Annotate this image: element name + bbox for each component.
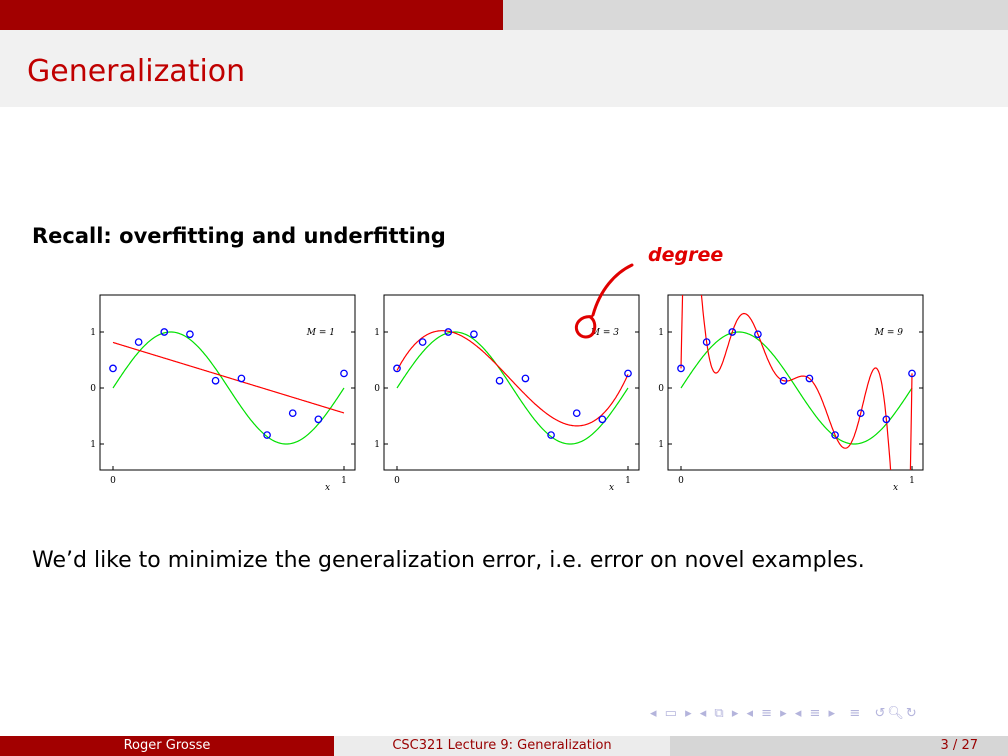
y-tick-label: −1 <box>374 440 380 450</box>
y-tick-label: −1 <box>658 440 664 450</box>
data-point <box>805 374 814 383</box>
progress-bar-filled <box>0 0 503 30</box>
fitted-curve <box>396 330 629 427</box>
data-point <box>470 330 478 339</box>
data-point <box>186 330 194 339</box>
y-tick-label: 0 <box>658 384 664 394</box>
model-order-label: M = 1 <box>306 328 335 338</box>
data-point <box>728 328 737 336</box>
data-point <box>624 369 632 378</box>
data-point <box>160 328 169 336</box>
data-point <box>856 409 865 418</box>
data-point <box>572 409 581 418</box>
x-tick-label: 0 <box>678 476 684 486</box>
y-tick-label: −1 <box>90 440 96 450</box>
plot-svg: 10−101xtM = 3 <box>367 294 640 493</box>
x-tick-label: 1 <box>341 476 347 486</box>
plot-svg: 10−101xtM = 9 <box>651 294 924 493</box>
x-tick-label: 1 <box>909 476 915 486</box>
data-point <box>134 338 143 346</box>
annotation-stroke <box>591 263 634 317</box>
plot-m9: 10−101xtM = 9 <box>651 290 933 500</box>
data-point <box>677 364 685 373</box>
slide-title: Generalization <box>27 54 246 89</box>
frame-nav-icon[interactable]: ◂ ▭ ▸ <box>650 706 694 721</box>
y-tick-label: 0 <box>90 384 96 394</box>
fitted-curve <box>680 295 913 470</box>
annotation-text: degree <box>648 244 723 266</box>
model-order-label: M = 9 <box>874 328 903 338</box>
plot-frame <box>99 294 356 471</box>
x-axis-label: x <box>893 483 898 493</box>
plot-svg: 10−101xtM = 1 <box>83 294 356 493</box>
data-point <box>521 374 530 383</box>
handwritten-annotation: degree <box>574 244 723 339</box>
plot-m1: 10−101xtM = 1 <box>83 290 365 500</box>
data-point <box>547 431 555 439</box>
x-tick-label: 0 <box>110 476 116 486</box>
plot-frame <box>667 294 924 471</box>
outline-nav-icon[interactable]: ◂ ≡ ▸ <box>794 706 838 721</box>
subsection-nav-icon[interactable]: ◂ ⧉ ▸ <box>699 706 741 721</box>
data-point <box>211 376 220 385</box>
x-axis-label: x <box>609 483 614 493</box>
search-icon[interactable]: ↺🔍︎↻ <box>874 706 919 721</box>
annotation-circle <box>574 315 597 339</box>
true-curve <box>396 331 629 445</box>
toc-icon[interactable]: ≡ <box>843 706 869 721</box>
data-point <box>598 415 607 424</box>
data-point <box>831 431 839 439</box>
y-tick-label: 0 <box>374 384 380 394</box>
plot-m3: 10−101xtM = 3 <box>367 290 649 500</box>
data-point <box>754 330 762 339</box>
fitted-curve <box>112 341 345 414</box>
data-point <box>109 364 117 373</box>
true-curve <box>680 331 913 445</box>
data-point <box>237 374 246 383</box>
section-nav-icon[interactable]: ◂ ≡ ▸ <box>746 706 789 721</box>
plot-frame <box>383 294 640 471</box>
data-point <box>779 376 788 385</box>
data-point <box>393 364 401 373</box>
data-point <box>263 431 271 439</box>
true-curve <box>112 331 345 445</box>
data-point <box>908 369 916 378</box>
slide-heading: Recall: overfitting and underfitting <box>32 224 446 248</box>
data-point <box>288 409 297 418</box>
data-point <box>882 415 891 424</box>
footer-course: CSC321 Lecture 9: Generalization <box>334 736 670 756</box>
data-point <box>340 369 348 378</box>
data-point <box>418 338 427 346</box>
body-text: We’d like to minimize the generalization… <box>32 548 865 573</box>
data-point <box>444 328 453 336</box>
title-bar <box>0 30 1008 107</box>
data-point <box>495 376 504 385</box>
progress-bar-empty <box>503 0 1008 30</box>
footer-page: 3 / 27 <box>670 736 1008 756</box>
beamer-navigation[interactable]: ◂ ▭ ▸ ◂ ⧉ ▸ ◂ ≡ ▸ ◂ ≡ ▸ ≡ ↺🔍︎↻ <box>650 706 919 721</box>
y-tick-label: 1 <box>374 328 380 338</box>
x-axis-label: x <box>325 483 330 493</box>
x-tick-label: 1 <box>625 476 631 486</box>
x-tick-label: 0 <box>394 476 400 486</box>
footer-author: Roger Grosse <box>0 736 334 756</box>
y-tick-label: 1 <box>90 328 96 338</box>
y-tick-label: 1 <box>658 328 664 338</box>
data-point <box>702 338 711 346</box>
model-order-label: M = 3 <box>590 328 619 338</box>
data-point <box>314 415 323 424</box>
